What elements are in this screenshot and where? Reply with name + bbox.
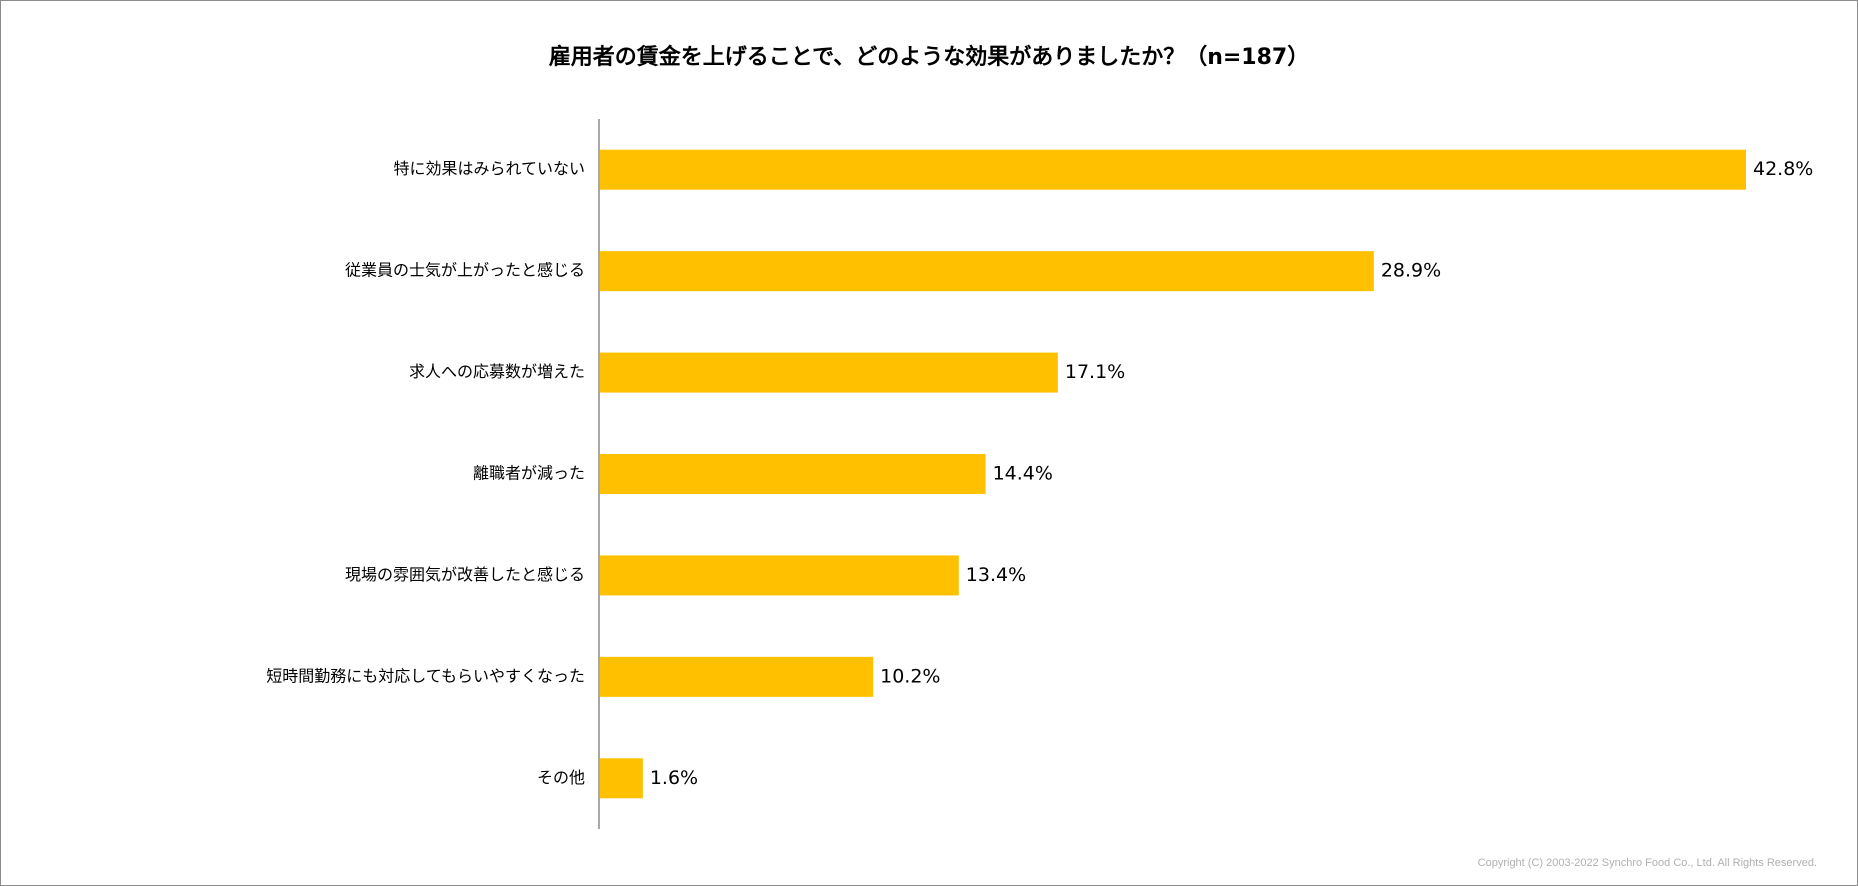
category-label: 特に効果はみられていない [393, 159, 585, 178]
value-label: 28.9% [1381, 260, 1441, 282]
value-label: 1.6% [650, 767, 698, 789]
copyright-text: Copyright (C) 2003-2022 Synchro Food Co.… [1477, 857, 1817, 869]
bar [600, 352, 1058, 393]
bar [600, 555, 959, 596]
chart-title: 雇用者の賃金を上げることで、どのような効果がありましたか？（n=187） [548, 45, 1310, 70]
category-label: その他 [537, 768, 585, 787]
value-label: 17.1% [1065, 361, 1125, 383]
bar [600, 454, 986, 494]
bar [600, 149, 1746, 190]
value-label: 42.8% [1753, 158, 1813, 180]
bar [600, 656, 874, 697]
bar [600, 251, 1374, 292]
category-label: 短時間勤務にも対応してもらいやすくなった [266, 666, 585, 685]
value-label: 10.2% [880, 665, 940, 687]
category-label: 離職者が減った [473, 464, 585, 483]
bar [600, 758, 643, 799]
category-label: 現場の雰囲気が改善したと感じる [345, 565, 585, 584]
category-label: 従業員の士気が上がったと感じる [345, 261, 585, 280]
value-label: 14.4% [993, 463, 1053, 485]
value-label: 13.4% [966, 564, 1026, 586]
category-label: 求人への応募数が増えた [409, 362, 585, 381]
